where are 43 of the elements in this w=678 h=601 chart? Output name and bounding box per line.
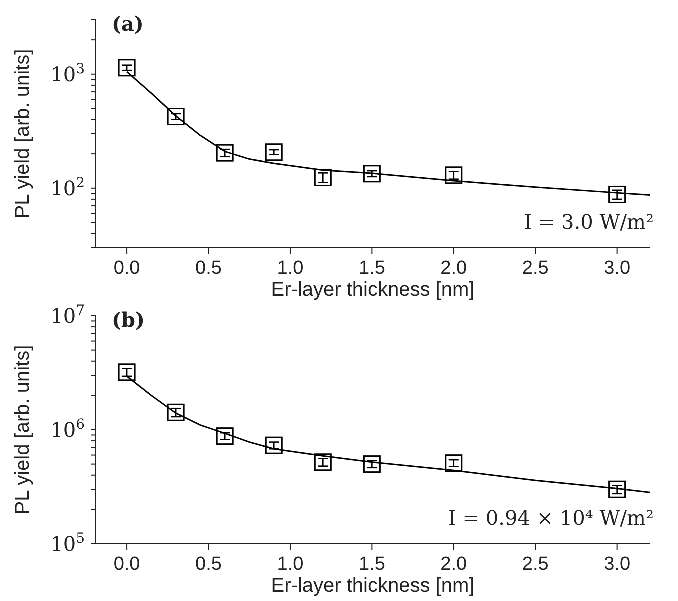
point	[608, 186, 626, 204]
x-tick-label: 2.0	[440, 258, 468, 279]
x-tick-label: 3.0	[604, 554, 631, 575]
x-tick-label: 2.5	[522, 554, 549, 575]
point	[118, 364, 136, 382]
y-tick-label: 10$^{3}$	[50, 61, 85, 86]
point	[445, 166, 463, 184]
point	[363, 165, 381, 183]
point	[608, 480, 626, 498]
x-axis-title: Er-layer thickness [nm]	[271, 575, 475, 597]
point	[216, 144, 234, 162]
point	[167, 404, 185, 422]
y-tick-label: 10$^{2}$	[50, 175, 85, 200]
annotation: (b)	[112, 308, 145, 332]
annotation: (a)	[112, 12, 144, 36]
x-tick-label: 1.5	[358, 258, 386, 279]
point	[314, 168, 332, 186]
point	[167, 108, 185, 126]
x-tick-label: 0.5	[196, 554, 222, 575]
x-tick-label: 1.5	[358, 554, 386, 575]
y-tick-label: 10$^{5}$	[50, 531, 85, 556]
point	[314, 454, 332, 472]
annotation: I = 0.94 × 10⁴ W/m²	[448, 506, 654, 530]
x-tick-label: 0.5	[196, 258, 222, 279]
point	[363, 456, 381, 474]
y-axis-title: PL yield [arb. units]	[12, 49, 34, 219]
x-tick-label: 0.0	[114, 258, 140, 279]
point	[445, 454, 463, 472]
x-tick-label: 3.0	[604, 258, 631, 279]
point	[216, 428, 234, 446]
x-tick-label: 2.0	[440, 554, 468, 575]
x-tick-label: 2.5	[522, 258, 549, 279]
point	[265, 144, 283, 162]
point	[118, 59, 136, 77]
y-axis-title: PL yield [arb. units]	[12, 345, 34, 515]
x-axis-title: Er-layer thickness [nm]	[271, 279, 475, 301]
x-tick-label: 1.0	[277, 554, 304, 575]
y-tick-label: 10$^{7}$	[50, 303, 85, 328]
point	[265, 436, 283, 454]
annotation: I = 3.0 W/m²	[524, 210, 654, 234]
x-tick-label: 0.0	[114, 554, 140, 575]
x-tick-label: 1.0	[277, 258, 304, 279]
y-tick-label: 10$^{6}$	[50, 417, 86, 442]
